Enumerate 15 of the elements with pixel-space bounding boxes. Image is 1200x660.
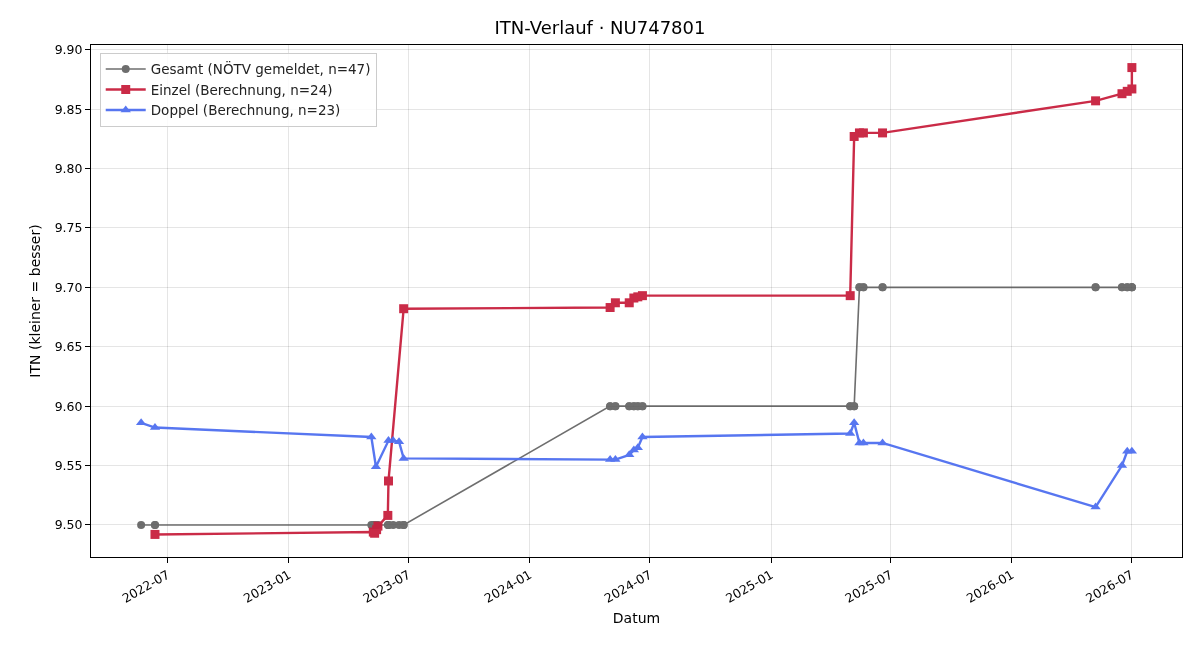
- x-axis-title: Datum: [612, 610, 661, 627]
- chart-title: ITN-Verlauf · NU747801: [494, 17, 706, 39]
- legend-label: Gesamt (NÖTV gemeldet, n=47): [150, 60, 371, 78]
- y-tick-label: 9.90: [54, 42, 83, 58]
- y-tick-label: 9.60: [54, 398, 83, 414]
- y-tick-label: 9.65: [54, 339, 83, 355]
- y-tick-label: 9.80: [54, 160, 83, 176]
- y-tick-label: 9.75: [54, 220, 83, 236]
- y-tick-label: 9.50: [54, 517, 83, 533]
- legend-label: Einzel (Berechnung, n=24): [150, 81, 333, 98]
- y-tick-label: 9.55: [54, 457, 83, 473]
- legend-label: Doppel (Berechnung, n=23): [150, 102, 341, 119]
- y-tick-label: 9.70: [54, 279, 83, 295]
- y-tick-label: 9.85: [54, 101, 83, 117]
- y-axis-title: ITN (kleiner = besser): [27, 224, 44, 378]
